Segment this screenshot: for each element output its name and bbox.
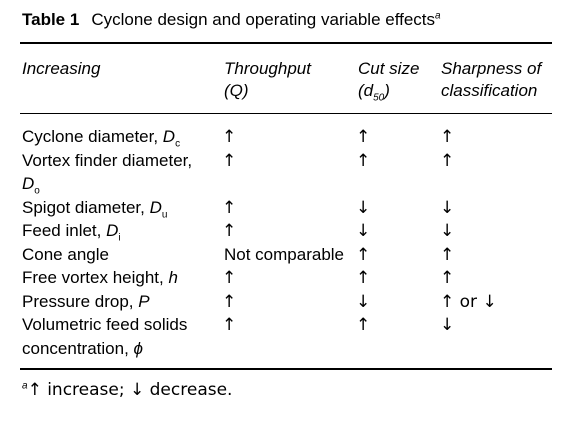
row-label-text: Cyclone diameter, <box>22 127 163 146</box>
row-label-subscript: c <box>175 138 181 150</box>
row-label-symbol: D <box>162 127 176 146</box>
sharpness-down-arrow: ↓ <box>440 221 455 241</box>
header-rule <box>20 113 552 114</box>
throughput-up-arrow: ↑ <box>222 315 237 335</box>
row-label-symbol: ϕ <box>133 339 143 358</box>
table-row-label-continued: Do <box>22 173 40 202</box>
cut-size-up-arrow: ↑ <box>356 127 371 147</box>
column-header-cut-size-line2: (d50) <box>358 80 419 109</box>
sharpness-up-arrow: ↑ <box>440 245 455 265</box>
table-title: Cyclone design and operating variable ef… <box>91 10 436 29</box>
sharpness-down-arrow: ↓ <box>440 315 455 335</box>
table-row-label-continued: concentration, ϕ <box>22 338 143 360</box>
row-label-symbol: P <box>138 292 150 311</box>
row-label-subscript: u <box>161 209 168 221</box>
column-header-sharpness-line2: classification <box>441 81 538 100</box>
row-label-text: Free vortex height, <box>22 268 169 287</box>
row-label-text: Spigot diameter, <box>22 198 150 217</box>
row-label-symbol: D <box>22 174 35 193</box>
row-label-subscript: i <box>118 232 121 244</box>
row-label-symbol: h <box>168 268 178 287</box>
column-header-throughput-line1: Throughput <box>224 59 311 78</box>
row-label-symbol: D <box>149 198 162 217</box>
table-footnote: a↑ increase; ↓ decrease. <box>22 380 232 400</box>
row-label-text: Feed inlet, <box>22 221 107 240</box>
table-row-label: Cyclone diameter, Dc <box>22 126 180 155</box>
throughput-not-comparable: Not comparable <box>224 245 345 264</box>
table-row-label: Pressure drop, P <box>22 291 150 313</box>
table-row-label: Free vortex height, h <box>22 267 178 289</box>
table-row-label: Feed inlet, Di <box>22 220 121 249</box>
cut-size-close-paren: ) <box>384 81 390 100</box>
sharpness-down-arrow: ↓ <box>440 198 455 218</box>
column-header-cut-size: Cut size (d50) <box>358 58 419 109</box>
table-number: Table 1 <box>22 10 80 29</box>
cut-size-down-arrow: ↓ <box>356 292 371 312</box>
footnote-text: ↑ increase; ↓ decrease. <box>27 380 233 400</box>
sharpness-up-arrow: ↑ <box>440 127 455 147</box>
row-label-subscript: o <box>34 185 40 197</box>
column-header-throughput: Throughput (Q) <box>224 58 311 102</box>
row-label-symbol: D <box>106 221 119 240</box>
title-footnote-marker: a <box>435 10 441 22</box>
footnote-marker: a <box>22 380 28 392</box>
table-row-label: Volumetric feed solids <box>22 314 187 336</box>
row-label-text: Pressure drop, <box>22 292 139 311</box>
cut-size-subscript: 50 <box>373 92 385 104</box>
cut-size-down-arrow: ↓ <box>356 198 371 218</box>
row-label-text: Cone angle <box>22 245 109 264</box>
throughput-up-arrow: ↑ <box>222 151 237 171</box>
column-header-throughput-line2: (Q) <box>224 81 249 100</box>
row-label-text: Vortex finder diameter, <box>22 151 193 170</box>
column-header-sharpness: Sharpness of classification <box>441 58 541 102</box>
table-caption: Table 1 Cyclone design and operating vari… <box>22 10 441 30</box>
throughput-up-arrow: ↑ <box>222 221 237 241</box>
sharpness-up-or-down: ↑ or ↓ <box>440 292 497 312</box>
table-row-label: Vortex finder diameter, <box>22 150 192 172</box>
sharpness-up-arrow: ↑ <box>440 268 455 288</box>
top-rule <box>20 42 552 44</box>
table-row-label: Cone angle <box>22 244 109 266</box>
throughput-up-arrow: ↑ <box>222 127 237 147</box>
row-label-text: concentration, <box>22 339 134 358</box>
bottom-rule <box>20 368 552 370</box>
table-row-label: Spigot diameter, Du <box>22 197 167 226</box>
throughput-up-arrow: ↑ <box>222 198 237 218</box>
cut-size-up-arrow: ↑ <box>356 315 371 335</box>
throughput-up-arrow: ↑ <box>222 268 237 288</box>
cut-size-up-arrow: ↑ <box>356 151 371 171</box>
column-header-sharpness-line1: Sharpness of <box>441 59 542 78</box>
row-label-text: Volumetric feed solids <box>22 315 188 334</box>
column-header-increasing: Increasing <box>22 59 101 78</box>
column-header-cut-size-line1: Cut size <box>358 59 420 78</box>
throughput-up-arrow: ↑ <box>222 292 237 312</box>
sharpness-up-arrow: ↑ <box>440 151 455 171</box>
cut-size-down-arrow: ↓ <box>356 221 371 241</box>
cut-size-symbol: (d <box>358 81 374 100</box>
cut-size-up-arrow: ↑ <box>356 268 371 288</box>
cut-size-up-arrow: ↑ <box>356 245 371 265</box>
